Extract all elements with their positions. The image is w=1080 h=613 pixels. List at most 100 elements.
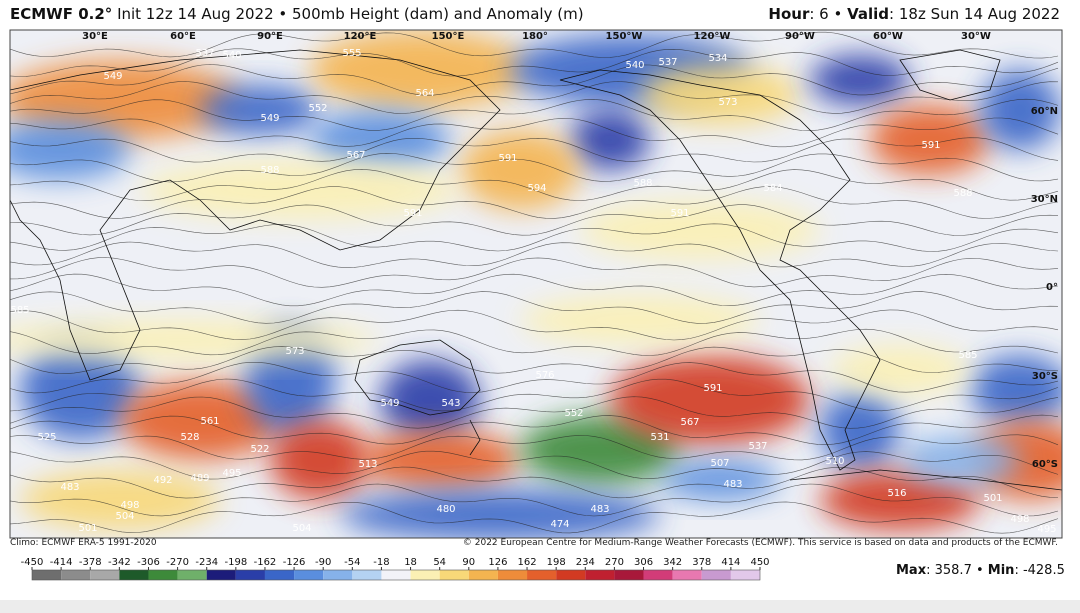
hour-label: Hour: [768, 5, 810, 23]
contour-label: 564: [415, 88, 434, 99]
colorbar-tick-label: -414: [50, 557, 73, 568]
contour-label: 576: [535, 370, 554, 381]
map: 537 540 549 555 564 549 552 567 588 591 594 591 588 5…: [9, 29, 1063, 581]
contour-line: [10, 31, 1059, 59]
contour-label: 537: [195, 48, 214, 59]
colorbar-bin: [672, 570, 702, 580]
colorbar-tick-label: 234: [576, 557, 595, 568]
contour-label: 525: [37, 432, 56, 443]
contour-label: 504: [115, 511, 134, 522]
contour-line: [10, 309, 1059, 341]
contour-line: [10, 152, 1059, 183]
contour-label: 537: [658, 57, 677, 68]
colorbar-tick-label: 54: [433, 557, 446, 568]
contour-label: 585: [10, 305, 29, 316]
contour-label: 594: [527, 183, 546, 194]
colorbar-tick-label: -270: [166, 557, 189, 568]
contour-line: [10, 257, 1059, 288]
anomaly-blob: [270, 420, 370, 500]
contour-label: 534: [708, 53, 727, 64]
colorbar-tick-label: -234: [195, 557, 218, 568]
colorbar-bin: [410, 570, 440, 580]
anomaly-blob: [820, 470, 980, 530]
colorbar-bin: [61, 570, 91, 580]
colorbar-tick-label: 126: [488, 557, 507, 568]
colorbar-bin: [264, 570, 295, 580]
colorbar-bin: [614, 570, 644, 580]
contour-line: [10, 466, 1059, 499]
longitude-label: 30°E: [82, 31, 108, 42]
colorbar-bin: [701, 570, 731, 580]
contour-line: [10, 98, 1059, 132]
contour-label: 528: [180, 432, 199, 443]
contour-line: [10, 501, 1059, 534]
anomaly-blob: [870, 105, 990, 175]
colorbar-bin: [556, 570, 586, 580]
contour-label: 495: [1037, 524, 1056, 535]
longitude-label: 90°W: [785, 31, 815, 42]
colorbar-tick-label: 270: [605, 557, 624, 568]
weather-map-page: ECMWF 0.2° Init 12z 14 Aug 2022 • 500mb …: [0, 0, 1080, 600]
contour-label: 588: [633, 178, 652, 189]
longitude-label: 150°E: [432, 31, 465, 42]
contour-line: [10, 186, 1059, 219]
anomaly-blob: [340, 490, 660, 538]
longitude-label: 30°W: [961, 31, 991, 42]
colorbar-tick-label: -18: [373, 557, 389, 568]
colorbar-tick-label: 306: [634, 557, 653, 568]
contour-label: 591: [498, 153, 517, 164]
anomaly-blob: [200, 85, 320, 135]
map-title: ECMWF 0.2° Init 12z 14 Aug 2022 • 500mb …: [10, 5, 584, 23]
colorbar-bin: [468, 570, 498, 580]
title-text: Init 12z 14 Aug 2022 • 500mb Height (dam…: [117, 5, 584, 23]
colorbar-bin: [730, 570, 760, 580]
longitude-label: 90°E: [257, 31, 283, 42]
contour-line: [10, 223, 1059, 252]
contour-label: 501: [78, 523, 97, 534]
latitude-label: 0°: [1046, 282, 1058, 293]
graticule-labels: 30°E 60°E 90°E 120°E 150°E 180° 150°W 120°W 90°W…: [82, 31, 1058, 470]
colorbar-bin: [235, 570, 265, 580]
contour-label: 567: [346, 150, 365, 161]
colorbar-bin: [527, 570, 557, 580]
contour-label: 584: [763, 183, 782, 194]
colorbar-tick-label: -90: [315, 557, 331, 568]
contour-line: [10, 483, 1059, 517]
contour-label: 531: [650, 432, 669, 443]
colorbar-bin: [206, 570, 236, 580]
contour-line: [10, 204, 1059, 236]
colorbar-frame: [31, 569, 761, 581]
colorbar-tick-label: 90: [462, 557, 475, 568]
colorbar-bin: [381, 570, 411, 580]
max-label: Max: [896, 563, 927, 578]
contour-label: 567: [680, 417, 699, 428]
anomaly-blob: [830, 345, 970, 395]
contour-label: 552: [564, 408, 583, 419]
colorbar-tick-label: -126: [283, 557, 306, 568]
contour-line: [10, 117, 1059, 148]
contour-label: 510: [825, 456, 844, 467]
contour-line: [10, 291, 1059, 324]
contour-line: [10, 64, 1059, 96]
colorbar: -450 -414 -378 -342 -306 -270 -234 -198 -162 -126…: [21, 557, 770, 581]
colorbar-bin: [294, 570, 324, 580]
copyright-note: © 2022 European Centre for Medium-Range …: [462, 538, 1058, 548]
anomaly-blob: [570, 110, 650, 170]
colorbar-bin: [148, 570, 178, 580]
colorbar-bin: [32, 570, 62, 580]
contour-line: [10, 434, 1059, 461]
min-value: : -428.5: [1014, 563, 1065, 578]
colorbar-bin: [90, 570, 120, 580]
valid-value: : 18z Sun 14 Aug 2022: [889, 5, 1060, 23]
colorbar-tick-label: 378: [692, 557, 711, 568]
contour-label: 549: [380, 398, 399, 409]
contour-label: 573: [285, 346, 304, 357]
hour-value: : 6 •: [809, 5, 843, 23]
contour-line: [10, 378, 1059, 412]
colorbar-bin: [497, 570, 528, 580]
contour-line: [10, 48, 1059, 77]
climo-note: Climo: ECMWF ERA-5 1991-2020: [10, 538, 157, 548]
contour-line: [10, 81, 1059, 114]
contour-line: [10, 328, 1059, 356]
anomaly-blob: [520, 415, 680, 485]
